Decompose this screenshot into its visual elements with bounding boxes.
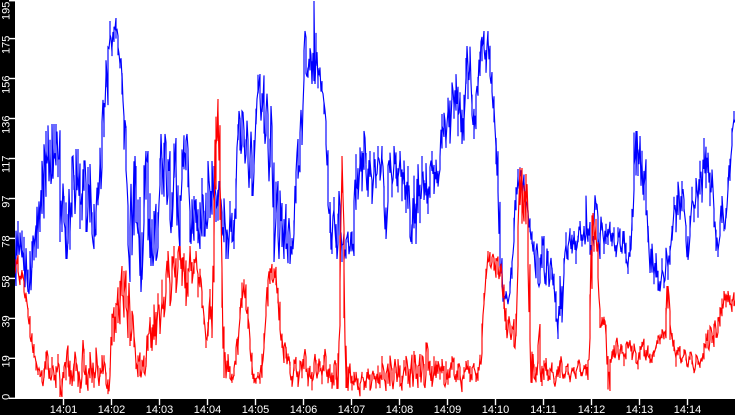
svg-text:19: 19 bbox=[1, 355, 13, 367]
svg-text:136: 136 bbox=[1, 116, 13, 134]
svg-text:14:07: 14:07 bbox=[338, 404, 366, 415]
svg-text:0: 0 bbox=[1, 394, 13, 400]
svg-text:14:01: 14:01 bbox=[50, 404, 78, 415]
svg-text:14:12: 14:12 bbox=[578, 404, 606, 415]
svg-text:195: 195 bbox=[1, 2, 13, 20]
svg-text:58: 58 bbox=[1, 275, 13, 287]
svg-text:14:04: 14:04 bbox=[194, 404, 222, 415]
svg-text:156: 156 bbox=[1, 76, 13, 94]
svg-text:14:02: 14:02 bbox=[98, 404, 126, 415]
svg-text:39: 39 bbox=[1, 315, 13, 327]
svg-text:14:13: 14:13 bbox=[626, 404, 654, 415]
svg-text:14:03: 14:03 bbox=[146, 404, 174, 415]
svg-text:97: 97 bbox=[1, 196, 13, 208]
svg-text:14:05: 14:05 bbox=[242, 404, 270, 415]
svg-text:117: 117 bbox=[1, 156, 13, 174]
svg-text:14:08: 14:08 bbox=[386, 404, 414, 415]
svg-text:14:06: 14:06 bbox=[290, 404, 318, 415]
svg-text:14:14: 14:14 bbox=[674, 404, 702, 415]
svg-text:175: 175 bbox=[1, 36, 13, 54]
svg-text:14:09: 14:09 bbox=[434, 404, 462, 415]
svg-text:14:10: 14:10 bbox=[482, 404, 510, 415]
svg-text:78: 78 bbox=[1, 235, 13, 247]
svg-text:14:11: 14:11 bbox=[530, 404, 557, 415]
